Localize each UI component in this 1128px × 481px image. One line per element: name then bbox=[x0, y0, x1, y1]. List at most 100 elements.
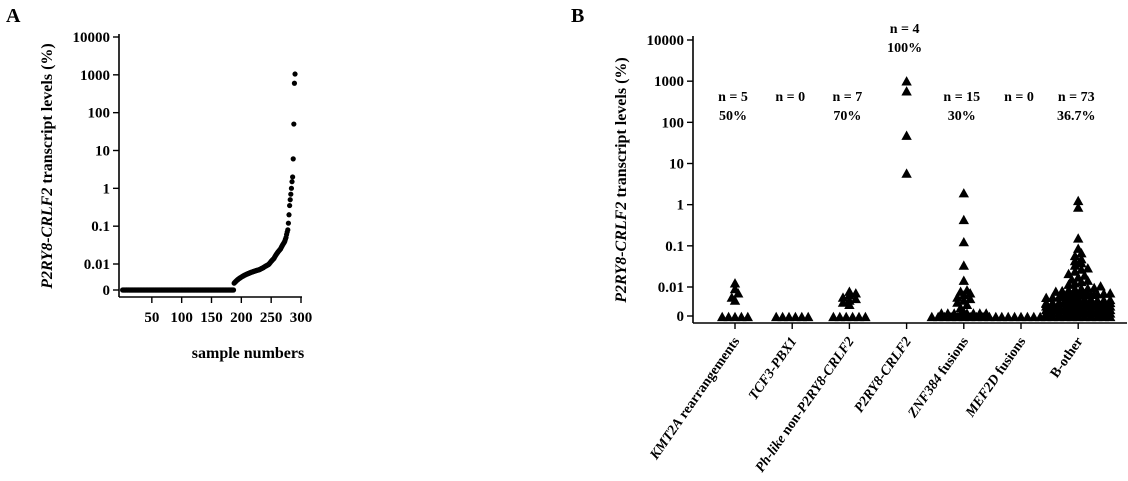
panel-a-data-point bbox=[285, 227, 291, 233]
panel-a-data-point bbox=[289, 179, 295, 185]
panel-a-chart: 0 0.01 0.1 1 10 100 1000 10000 50 100 150 200 250 300… bbox=[39, 30, 312, 362]
panel-b-category-label: ZNF384 fusions bbox=[905, 334, 972, 421]
panel-b-y-tick-label: 0 bbox=[677, 309, 685, 325]
panel-a-x-tick-label: 200 bbox=[230, 310, 253, 326]
panel-a-letter: A bbox=[6, 5, 21, 27]
panel-b-y-tick-label: 10 bbox=[669, 157, 684, 173]
panel-a-data-point bbox=[291, 80, 298, 86]
panel-b-data-point bbox=[952, 292, 963, 302]
panel-b-data-point bbox=[1105, 297, 1116, 308]
panel-a-y-tick-label: 100 bbox=[88, 106, 111, 122]
panel-b-data-point bbox=[860, 311, 871, 322]
panel-b-data-point bbox=[1069, 260, 1081, 270]
panel-b-data-point bbox=[844, 299, 855, 310]
panel-b-data-point bbox=[1073, 195, 1084, 206]
panel-b-data-point bbox=[850, 288, 861, 298]
panel-b-data-point bbox=[901, 76, 912, 86]
panel-b-data-point bbox=[803, 311, 814, 322]
panel-b-data-point bbox=[733, 288, 744, 298]
panel-a-x-tick-label: 250 bbox=[260, 310, 283, 326]
panel-b-y-tick-label: 0.1 bbox=[665, 239, 684, 255]
panel-b-letter: B bbox=[571, 5, 584, 27]
panel-a-data-point bbox=[230, 287, 237, 293]
panel-a-data-point bbox=[290, 174, 296, 180]
panel-b-y-tick-label: 100 bbox=[662, 115, 685, 131]
panel-a-x-tick-label: 100 bbox=[170, 310, 193, 326]
panel-b-data-point bbox=[1076, 283, 1087, 294]
panel-b-y-tick-label: 10000 bbox=[647, 33, 685, 49]
panel-a-y-tick-label: 1000 bbox=[80, 68, 110, 84]
panel-b-data-point bbox=[729, 295, 741, 305]
panel-b-data-point bbox=[1095, 281, 1106, 291]
panel-b-category-label: KMT2A rearrangements bbox=[647, 334, 744, 463]
panel-b-data-point bbox=[1073, 233, 1084, 243]
panel-b-y-tick-label: 1 bbox=[677, 198, 685, 214]
panel-b-annotation-percent: 50% bbox=[719, 109, 747, 124]
panel-b-annotation-percent: 30% bbox=[948, 109, 976, 124]
panel-b-category-label: Ph-like non-P2RY8-CRLF2 bbox=[753, 335, 858, 476]
panel-b-annotation-n: n = 73 bbox=[1058, 90, 1095, 105]
panel-b-data-point bbox=[958, 275, 969, 285]
panel-b-data-point bbox=[1105, 288, 1116, 298]
panel-a-data-point bbox=[291, 121, 297, 127]
panel-b-chart: 0 0.01 0.1 1 10 100 1000 10000 P2RY8-CRLF2 trans… bbox=[613, 22, 1127, 475]
panel-a-x-tick-label: 300 bbox=[290, 310, 313, 326]
panel-b-annotation-n: n = 0 bbox=[1004, 90, 1034, 105]
panel-b-annotation-percent: 36.7% bbox=[1057, 109, 1096, 124]
panel-b-data-point bbox=[1082, 275, 1093, 285]
panel-b-data-point bbox=[961, 299, 973, 310]
panel-a-y-tick-label: 10 bbox=[95, 144, 110, 160]
panel-b-category-label: TCF3-PBX1 bbox=[746, 335, 800, 404]
panel-a-y-tick-label: 0.1 bbox=[91, 219, 110, 235]
panel-b-data-point bbox=[837, 292, 849, 302]
panel-b-data-point bbox=[850, 293, 861, 304]
panel-a-data-point bbox=[285, 220, 291, 226]
panel-b-y-tick-label: 1000 bbox=[654, 74, 684, 90]
panel-b-data-point bbox=[1069, 250, 1081, 261]
panel-b-data-point bbox=[981, 308, 992, 318]
panel-a-y-tick-label: 1 bbox=[103, 181, 111, 197]
panel-a-data-point bbox=[288, 185, 295, 191]
panel-a-data-point bbox=[288, 191, 294, 197]
panel-b-data-point bbox=[729, 278, 741, 288]
panel-b-data-point bbox=[901, 168, 912, 178]
panel-b-data-point bbox=[742, 311, 753, 322]
panel-a-x-tick-label: 150 bbox=[200, 310, 223, 326]
panel-b-y-axis-label: P2RY8-CRLF2 transcript levels (%) bbox=[613, 57, 630, 303]
panel-b-data-point bbox=[958, 214, 969, 225]
panel-b-annotation-percent: 70% bbox=[833, 109, 861, 124]
panel-a-x-axis-label: sample numbers bbox=[192, 345, 304, 362]
panel-a-data-point bbox=[287, 202, 293, 209]
panel-b-annotation-n: n = 0 bbox=[775, 90, 805, 105]
panel-a-data-point bbox=[286, 212, 292, 218]
panel-a-data-point bbox=[290, 156, 296, 162]
panel-b-data-point bbox=[1076, 248, 1087, 258]
panel-b-annotation-percent: 100% bbox=[887, 41, 922, 56]
panel-a-y-tick-label: 10000 bbox=[73, 30, 111, 46]
panel-b-data-point bbox=[1073, 202, 1084, 212]
panel-a-data-point bbox=[292, 71, 298, 77]
panel-b-y-tick-label: 0.01 bbox=[658, 280, 684, 296]
panel-b-data-point bbox=[1082, 263, 1093, 273]
panel-b-data-point bbox=[1085, 294, 1097, 304]
panel-b-category-label: B-other bbox=[1048, 335, 1087, 381]
panel-a-y-tick-label: 0.01 bbox=[84, 257, 110, 273]
panel-b-category-label: P2RY8-CRLF2 bbox=[852, 335, 915, 416]
panel-b-annotation-n: n = 7 bbox=[833, 90, 863, 105]
panel-b-category-label: MEF2D fusions bbox=[963, 334, 1030, 421]
panel-b-annotation-n: n = 5 bbox=[718, 90, 748, 105]
panel-b-data-point bbox=[1076, 258, 1087, 268]
panel-a-y-tick-label: 0 bbox=[103, 283, 111, 299]
panel-a-y-axis-label: P2RY8-CRLF2 transcript levels (%) bbox=[39, 43, 56, 289]
panel-b-data-point bbox=[901, 130, 912, 140]
panel-b-data-point bbox=[958, 236, 969, 247]
panel-b-annotation-n: n = 15 bbox=[943, 90, 980, 105]
panel-b-data-point bbox=[958, 188, 969, 198]
panel-b-data-point bbox=[965, 288, 976, 298]
panel-a-x-tick-label: 50 bbox=[144, 310, 159, 326]
panel-a-data-point bbox=[287, 197, 293, 203]
panel-b-data-point bbox=[901, 86, 912, 96]
panel-b-data-point bbox=[958, 260, 969, 270]
panel-b-annotation-n: n = 4 bbox=[890, 22, 920, 37]
